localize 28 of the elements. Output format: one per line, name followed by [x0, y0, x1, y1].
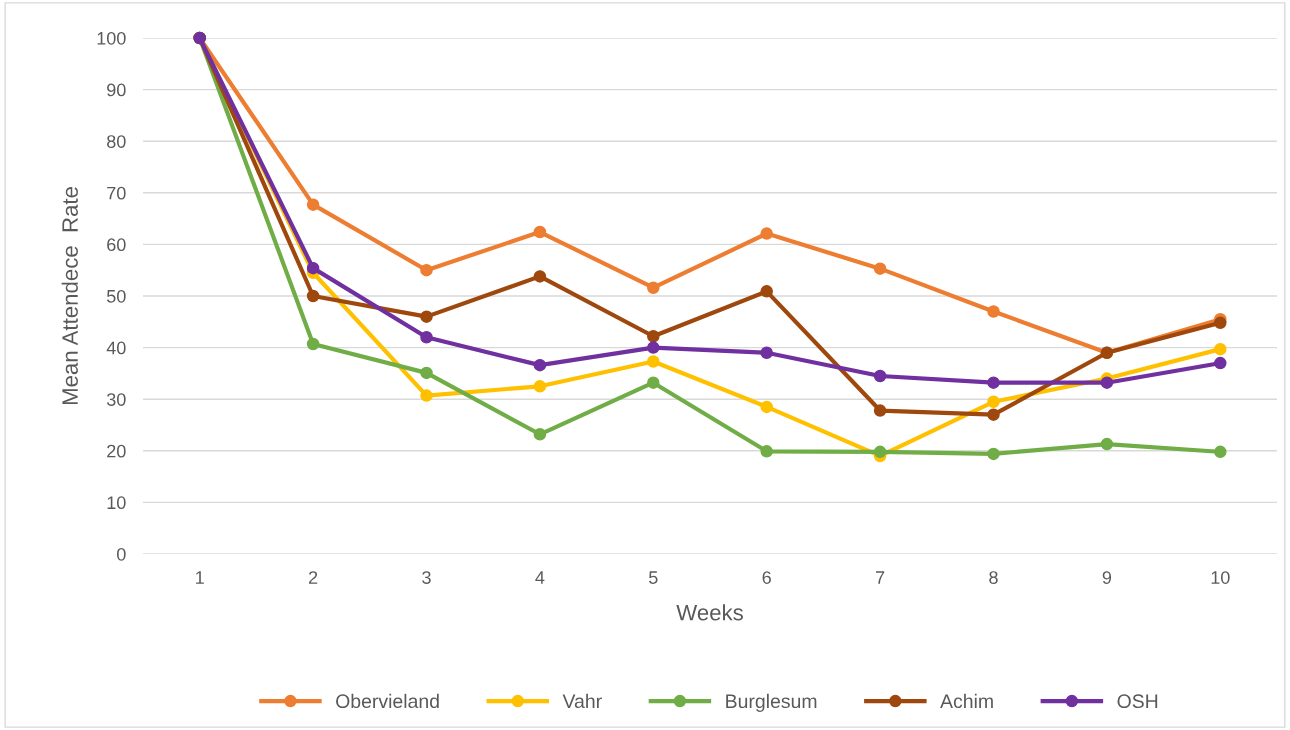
y-tick-label: 60	[107, 238, 126, 252]
x-tick-label: 9	[1102, 571, 1112, 584]
legend-label: Obervieland	[336, 693, 439, 709]
y-tick-label: 40	[106, 341, 126, 355]
y-axis-title: Mean Attendece Rate	[61, 187, 78, 405]
y-tick-label: 70	[107, 186, 126, 200]
x-tick-label: 8	[989, 571, 998, 584]
y-tick-label: 0	[117, 547, 126, 561]
x-tick-label: 3	[422, 571, 431, 584]
x-tick-label: 1	[196, 571, 204, 584]
legend-label: Burglesum	[726, 693, 817, 712]
legend-label: Achim	[940, 693, 993, 709]
x-tick-label: 4	[535, 571, 545, 584]
x-axis-title: Weeks	[676, 604, 743, 621]
x-tick-label: 7	[876, 571, 885, 584]
x-tick-label: 6	[762, 571, 771, 584]
y-tick-label: 50	[106, 289, 126, 303]
y-tick-label: 10	[107, 496, 126, 510]
legend-label: OSH	[1117, 694, 1158, 709]
legend-label: Vahr	[562, 693, 602, 709]
y-tick-label: 100	[97, 31, 126, 45]
y-tick-label: 30	[106, 393, 126, 406]
y-tick-label: 90	[107, 83, 126, 97]
y-tick-label: 80	[107, 135, 126, 148]
x-tick-label: 10	[1211, 571, 1230, 584]
y-tick-label: 20	[107, 444, 126, 458]
x-tick-label: 5	[649, 571, 658, 584]
x-tick-label: 2	[308, 571, 318, 584]
